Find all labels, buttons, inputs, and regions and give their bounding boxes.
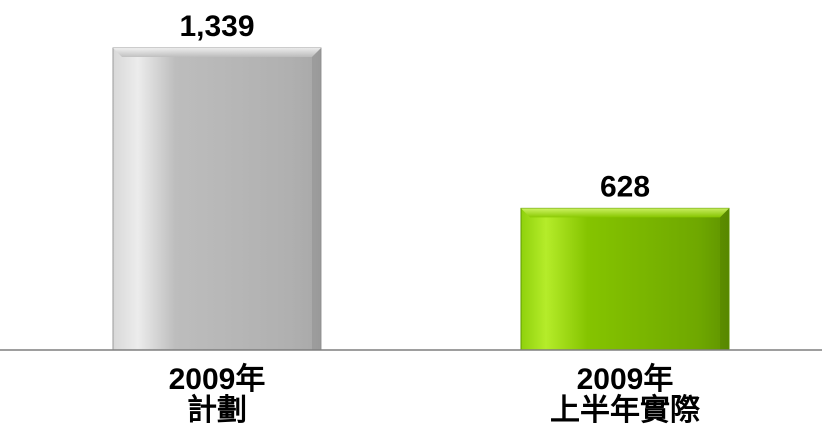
category-label-line1: 2009年 <box>577 363 674 396</box>
value-label: 628 <box>600 170 650 203</box>
category-label-line2: 計劃 <box>187 393 247 425</box>
bar-plan-2009 <box>112 47 322 351</box>
value-label: 1,339 <box>179 10 254 43</box>
bar-actual-h1-2009 <box>520 207 730 351</box>
category-label-line1: 2009年 <box>169 363 266 396</box>
category-label-line2: 上半年實際 <box>550 393 700 425</box>
